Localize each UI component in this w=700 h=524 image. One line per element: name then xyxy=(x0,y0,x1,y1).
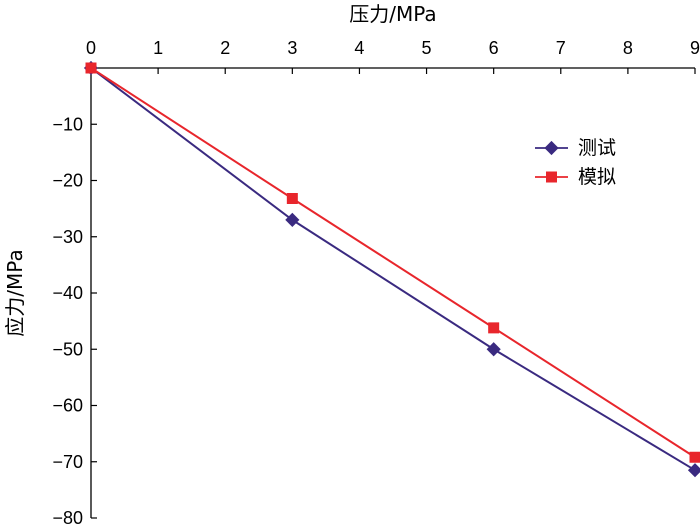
y-tick-label: −60 xyxy=(52,396,83,416)
x-tick-label: 2 xyxy=(220,38,230,58)
series-1-point xyxy=(689,451,700,463)
x-tick-label: 3 xyxy=(287,38,297,58)
y-axis-ticks: −10 −20 −30 −40 −50 −60 −70 −80 xyxy=(52,114,97,524)
legend-item-simulation: 模拟 xyxy=(535,166,616,188)
series-1-point xyxy=(85,62,97,74)
x-tick-label: 8 xyxy=(623,38,633,58)
x-tick-label: 6 xyxy=(489,38,499,58)
x-tick-label: 1 xyxy=(153,38,163,58)
series-line-1 xyxy=(90,67,696,459)
series-0-point xyxy=(285,212,300,227)
x-tick-label: 4 xyxy=(354,38,364,58)
x-axis-title: 压力/MPa xyxy=(349,2,436,26)
legend-label-test: 测试 xyxy=(578,137,616,159)
y-tick-label: −30 xyxy=(52,227,83,247)
y-tick-label: −40 xyxy=(52,283,83,303)
series-1-point xyxy=(286,193,298,204)
y-axis-title: 应力/MPa xyxy=(3,249,27,336)
legend-diamond-marker xyxy=(544,140,559,156)
legend-square-marker xyxy=(546,171,557,183)
y-tick-label: −50 xyxy=(52,339,83,359)
y-tick-label: −10 xyxy=(52,114,83,134)
series-line-0 xyxy=(90,67,696,472)
y-tick-label: −20 xyxy=(52,171,83,191)
legend: 测试 模拟 xyxy=(535,137,616,188)
x-tick-label: 7 xyxy=(556,38,566,58)
y-tick-label: −70 xyxy=(52,452,83,472)
series-1-point xyxy=(488,322,500,334)
x-axis-ticks: 0 1 2 3 4 5 6 7 8 9 xyxy=(86,38,700,74)
x-tick-label: 9 xyxy=(690,38,700,58)
x-tick-label: 0 xyxy=(86,38,96,58)
series-0-point xyxy=(486,342,501,357)
legend-label-simulation: 模拟 xyxy=(578,166,616,188)
x-tick-label: 5 xyxy=(422,38,432,58)
series-layer xyxy=(83,60,700,478)
series-0-point xyxy=(687,463,700,478)
y-tick-label: −80 xyxy=(52,508,83,524)
legend-item-test: 测试 xyxy=(535,137,616,159)
